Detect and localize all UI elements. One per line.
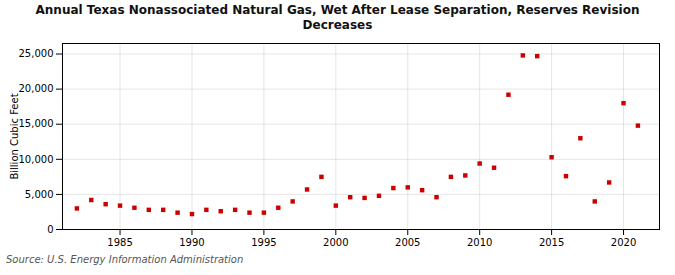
svg-text:15,000: 15,000: [19, 118, 54, 129]
svg-text:2020: 2020: [611, 237, 636, 248]
html-text:Source: U.S. Energy Informatio: Source: U.S. Energy Information Administ…: [6, 254, 244, 265]
svg-text:0: 0: [47, 224, 53, 235]
svg-text:5,000: 5,000: [25, 189, 54, 200]
html-text:Annual Texas Nonassociated Nat: Annual Texas Nonassociated Natural Gas, …: [35, 3, 640, 32]
svg-text:2015: 2015: [539, 237, 564, 248]
svg-text:20,000: 20,000: [19, 83, 54, 94]
svg-text:2005: 2005: [395, 237, 420, 248]
svg-text:10,000: 10,000: [19, 154, 54, 165]
svg-text:1995: 1995: [251, 237, 276, 248]
svg-text:Billion Cubic Feet: Billion Cubic Feet: [9, 93, 20, 179]
svg-text:25,000: 25,000: [19, 48, 54, 59]
svg-text:2010: 2010: [467, 237, 492, 248]
svg-text:2000: 2000: [323, 237, 348, 248]
svg-text:1990: 1990: [179, 237, 204, 248]
svg-text:1985: 1985: [107, 237, 132, 248]
